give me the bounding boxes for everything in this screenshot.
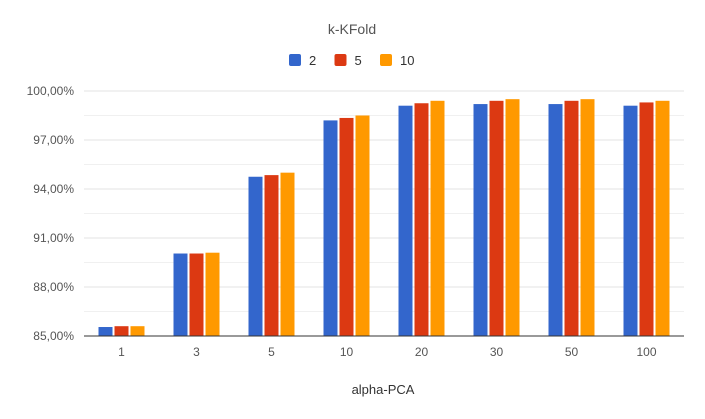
- y-axis-ticks: 85,00% 88,00% 91,00% 94,00% 97,00% 100,00%: [27, 84, 75, 343]
- y-tick-label: 97,00%: [33, 133, 74, 147]
- bar-series-2-100: [623, 105, 638, 336]
- bar-series-10-30: [505, 99, 520, 337]
- bar-series-2-5: [248, 176, 263, 336]
- bar-series-2-30: [473, 104, 488, 336]
- bar-series-10-5: [280, 172, 295, 336]
- legend-swatch-2: [289, 54, 301, 66]
- y-tick-label: 100,00%: [27, 84, 75, 98]
- bar-series-5-10: [339, 117, 354, 336]
- x-tick-label: 3: [193, 345, 200, 359]
- y-tick-label: 94,00%: [33, 182, 74, 196]
- bar-series-2-3: [173, 253, 188, 336]
- bar-series-2-10: [323, 120, 338, 337]
- bar-series-10-50: [580, 99, 595, 337]
- chart-legend: 2 5 10: [289, 53, 414, 68]
- bar-series-5-30: [489, 100, 504, 336]
- y-tick-label: 88,00%: [33, 280, 74, 294]
- chart-bars: [98, 99, 670, 337]
- bar-series-10-3: [205, 252, 220, 336]
- bar-series-10-20: [430, 100, 445, 336]
- bar-series-10-10: [355, 115, 370, 336]
- x-tick-label: 20: [415, 345, 429, 359]
- bar-series-10-100: [655, 100, 670, 336]
- y-tick-label: 85,00%: [33, 329, 74, 343]
- bar-series-2-1: [98, 327, 113, 336]
- chart-title: k-KFold: [328, 21, 376, 37]
- bar-series-5-50: [564, 100, 579, 336]
- bar-series-5-20: [414, 103, 429, 336]
- legend-swatch-10: [380, 54, 392, 66]
- legend-swatch-5: [334, 54, 347, 66]
- x-tick-label: 30: [490, 345, 504, 359]
- x-tick-label: 100: [636, 345, 656, 359]
- x-tick-label: 10: [340, 345, 354, 359]
- bar-series-2-50: [548, 104, 563, 336]
- bar-series-5-1: [114, 326, 129, 336]
- x-tick-label: 1: [118, 345, 125, 359]
- bar-series-10-1: [130, 326, 145, 336]
- x-tick-label: 5: [268, 345, 275, 359]
- y-tick-label: 91,00%: [33, 231, 74, 245]
- bar-series-5-5: [264, 175, 279, 336]
- x-axis-ticks: 1 3 5 10 20 30 50 100: [118, 345, 657, 359]
- legend-label-10: 10: [400, 53, 414, 68]
- legend-label-5: 5: [355, 53, 362, 68]
- legend-label-2: 2: [309, 53, 316, 68]
- bar-series-2-20: [398, 105, 413, 336]
- bar-series-5-100: [639, 102, 654, 336]
- x-tick-label: 50: [565, 345, 579, 359]
- bar-series-5-3: [189, 253, 204, 336]
- x-axis-title: alpha-PCA: [352, 382, 415, 397]
